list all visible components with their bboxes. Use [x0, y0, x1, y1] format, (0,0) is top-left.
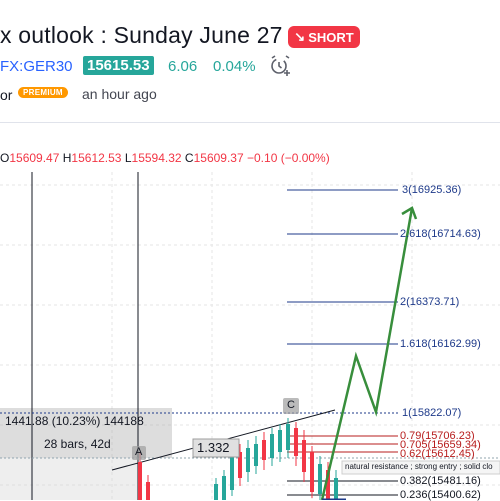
arrow-down-right-icon: ↘ — [294, 29, 306, 44]
fib-label-0236: 0.236(15400.62) — [400, 489, 481, 501]
close-label: C — [184, 151, 194, 165]
price-change: 6.06 — [168, 58, 198, 75]
fib-label-0705: 0.705(15659.34) — [400, 439, 481, 451]
fib-label-3: 3(16925.36) — [402, 184, 462, 196]
header-divider — [0, 122, 500, 123]
fib-label-079: 0.79(15706.23) — [400, 430, 475, 442]
ratio-box — [192, 438, 240, 458]
close-value: 15609.37 — [193, 151, 244, 165]
point-a-label: A — [135, 446, 143, 458]
price-chart[interactable] — [0, 128, 500, 500]
point-c-label: C — [287, 399, 295, 411]
resistance-note-box — [341, 460, 500, 475]
open-label: O — [0, 151, 10, 165]
symbol-link[interactable]: FX:GER30 — [0, 58, 73, 75]
projection-path[interactable] — [320, 207, 414, 500]
high-label: H — [62, 151, 72, 165]
point-a-marker[interactable] — [132, 446, 146, 460]
author-name[interactable]: or — [0, 87, 13, 103]
price-badge: 15615.53 — [83, 56, 154, 75]
fib-label-1618: 1.618(16162.99) — [400, 338, 481, 350]
projection-arrowhead — [401, 206, 418, 220]
ratio-label: 1.332 — [197, 440, 230, 455]
measure-area-lower — [0, 458, 138, 500]
high-value: 15612.53 — [71, 151, 122, 165]
ohlc-change: −0.10 (−0.00%) — [247, 151, 330, 165]
low-value: 15594.32 — [131, 151, 182, 165]
measure-bars-label: 28 bars, 42d — [44, 437, 111, 451]
fib-label-1: 1(15822.07) — [402, 407, 462, 419]
low-label: L — [124, 151, 132, 165]
resistance-note: natural resistance ; strong entry ; soli… — [345, 462, 493, 471]
idea-title: x outlook : Sunday June 27 — [0, 22, 283, 48]
short-label: SHORT — [308, 29, 354, 45]
point-c-marker[interactable] — [283, 398, 299, 414]
fib-label-062: 0.62(15612.45) — [400, 448, 475, 460]
chart-grid — [0, 172, 500, 500]
measure-range-label: 1441.88 (10.23%) 144188 — [5, 414, 144, 428]
fib-label-2618: 2.618(16714.63) — [400, 228, 481, 240]
fib-label-0382: 0.382(15481.16) — [400, 475, 481, 487]
published-time: an hour ago — [82, 86, 157, 102]
fib-label-2: 2(16373.71) — [400, 296, 460, 308]
short-badge: ↘ SHORT — [288, 26, 360, 48]
ohlc-legend: O15609.47 H15612.53 L15594.32 C15609.37 … — [0, 151, 330, 165]
premium-badge: PREMIUM — [18, 87, 68, 98]
alarm-clock-plus-icon[interactable] — [268, 53, 292, 82]
price-change-percent: 0.04% — [213, 58, 256, 75]
fib-lines — [0, 189, 500, 496]
open-value: 15609.47 — [9, 151, 60, 165]
